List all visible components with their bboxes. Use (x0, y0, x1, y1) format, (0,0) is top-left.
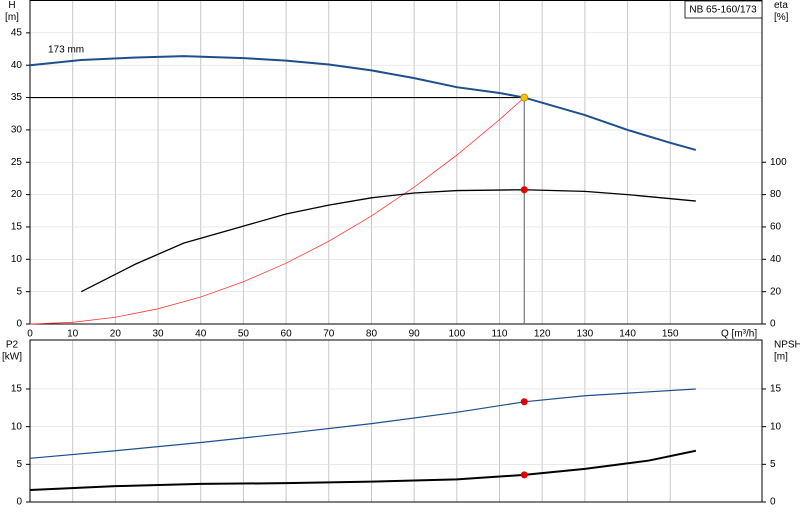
x-tick-label: 20 (110, 329, 122, 340)
x-tick-label: 60 (281, 329, 293, 340)
y2-tick-label: 20 (770, 286, 782, 297)
y-axis-label: P2 (6, 340, 19, 351)
y-axis-label: [m] (5, 12, 19, 23)
curve (80, 189, 696, 293)
y-tick-label: 0 (16, 319, 22, 330)
plot-border (29, 339, 763, 503)
x-tick-label: 30 (152, 329, 164, 340)
y2-axis-label: NPSH (774, 340, 800, 351)
y-tick-label: 35 (11, 92, 23, 103)
y-tick-label: 15 (11, 222, 23, 233)
x-tick-label: 50 (238, 329, 250, 340)
duty-point (520, 93, 529, 102)
duty-point (520, 186, 528, 194)
x-axis-label: Q [m³/h] (721, 329, 757, 340)
y2-tick-label: 15 (770, 384, 782, 395)
x-tick-label: 10 (67, 329, 79, 340)
y2-axis-label: [%] (774, 12, 789, 23)
y2-tick-label: 60 (770, 222, 782, 233)
model-box (684, 0, 763, 19)
x-tick-label: 150 (662, 329, 679, 340)
y2-tick-label: 40 (770, 254, 782, 265)
x-tick-label: 90 (409, 329, 421, 340)
curve (29, 449, 697, 491)
curve (29, 55, 697, 151)
y-tick-label: 5 (16, 459, 22, 470)
y-axis-label: [kW] (2, 352, 22, 363)
x-tick-label: 100 (448, 329, 465, 340)
plot-border (29, 0, 763, 325)
x-tick-label: 40 (195, 329, 207, 340)
x-tick-label: 140 (619, 329, 636, 340)
y2-tick-label: 100 (770, 157, 787, 168)
y2-tick-label: 10 (770, 421, 782, 432)
x-tick-label: 130 (577, 329, 594, 340)
y2-tick-label: 0 (770, 497, 776, 508)
y-tick-label: 45 (11, 27, 23, 38)
curve (29, 388, 696, 459)
x-tick-label: 0 (27, 329, 33, 340)
y-tick-label: 30 (11, 125, 23, 136)
y2-axis-label: [m] (774, 352, 788, 363)
duty-point (520, 471, 528, 479)
base: 0 10 20 30 40 50 60 70 80 90 100 110 120 130 140 150051… (2, 0, 800, 508)
y-tick-label: 10 (11, 254, 23, 265)
x-tick-label: 80 (366, 329, 378, 340)
curve (29, 97, 525, 325)
y-tick-label: 0 (16, 497, 22, 508)
x-tick-label: 120 (534, 329, 551, 340)
x-tick-label: 70 (323, 329, 335, 340)
y-tick-label: 25 (11, 157, 23, 168)
y-tick-label: 10 (11, 421, 23, 432)
y2-tick-label: 5 (770, 459, 776, 470)
duty-point (520, 398, 528, 406)
y-tick-label: 20 (11, 189, 23, 200)
plot-area (30, 340, 762, 502)
x-tick-label: 110 (492, 329, 508, 340)
curve-annotation: 173 mm (48, 45, 84, 56)
y-tick-label: 15 (11, 384, 23, 395)
y-tick-label: 5 (16, 286, 22, 297)
y2-tick-label: 0 (770, 319, 776, 330)
y2-tick-label: 80 (770, 189, 782, 200)
model-label: NB 65-160/173 (689, 5, 757, 16)
y-axis-label: H (8, 0, 15, 11)
y2-axis-label: eta (774, 0, 788, 11)
y-tick-label: 40 (11, 60, 23, 71)
